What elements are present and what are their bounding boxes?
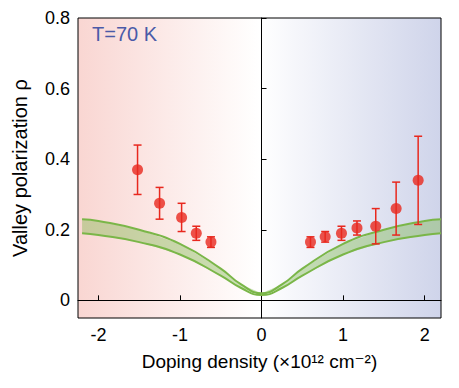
svg-text:0: 0 [257,325,267,345]
svg-text:0.2: 0.2 [45,220,70,240]
svg-text:T=70 K: T=70 K [92,23,158,45]
svg-text:-2: -2 [90,325,106,345]
svg-text:0.4: 0.4 [45,149,70,169]
svg-text:1: 1 [338,325,348,345]
svg-text:0.8: 0.8 [45,8,70,28]
svg-text:0: 0 [60,290,70,310]
svg-text:-1: -1 [172,325,188,345]
svg-text:Valley polarization ρ: Valley polarization ρ [9,79,31,257]
svg-text:Doping density (×10¹² cm⁻²): Doping density (×10¹² cm⁻²) [142,351,377,372]
svg-text:2: 2 [420,325,430,345]
svg-text:0.6: 0.6 [45,79,70,99]
